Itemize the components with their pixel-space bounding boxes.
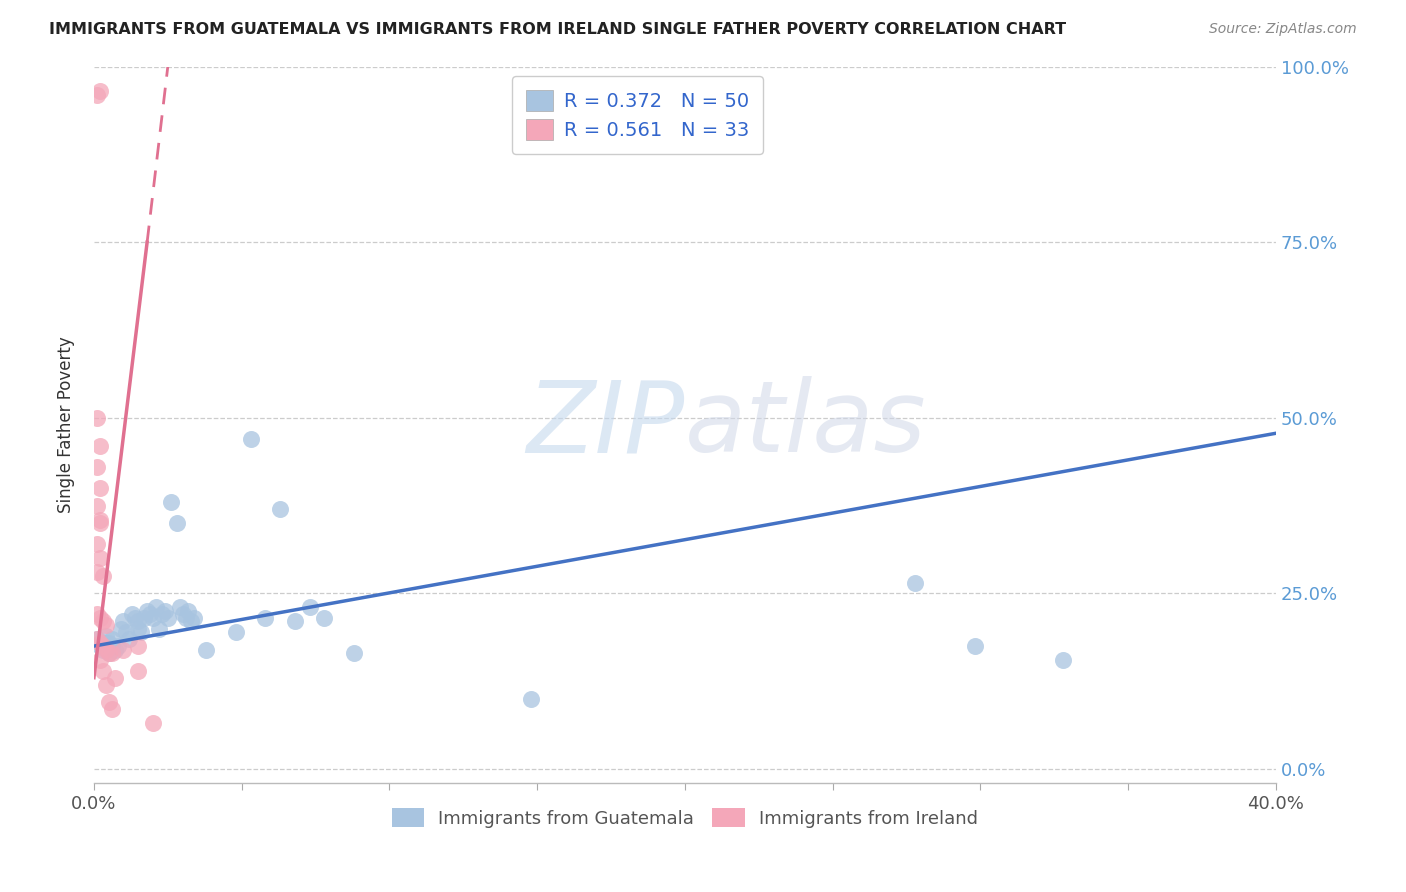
Point	[91, 642, 114, 657]
Point	[97, 646, 120, 660]
Point	[86, 87, 108, 102]
Point	[142, 716, 165, 731]
Point	[298, 600, 321, 615]
Point	[112, 642, 135, 657]
Point	[91, 664, 114, 678]
Point	[129, 625, 152, 640]
Point	[225, 625, 247, 640]
Point	[127, 622, 149, 636]
Point	[91, 615, 114, 629]
Point	[104, 642, 127, 657]
Point	[284, 615, 307, 629]
Text: atlas: atlas	[685, 376, 927, 474]
Point	[86, 499, 108, 513]
Point	[97, 695, 120, 709]
Point	[239, 432, 262, 446]
Point	[100, 646, 122, 660]
Point	[89, 513, 111, 527]
Point	[269, 502, 291, 516]
Point	[118, 632, 141, 646]
Point	[127, 664, 149, 678]
Point	[86, 632, 108, 646]
Legend: Immigrants from Guatemala, Immigrants from Ireland: Immigrants from Guatemala, Immigrants fr…	[384, 801, 986, 835]
Point	[150, 607, 173, 622]
Point	[89, 635, 111, 649]
Y-axis label: Single Father Poverty: Single Father Poverty	[58, 336, 75, 513]
Point	[127, 639, 149, 653]
Text: Source: ZipAtlas.com: Source: ZipAtlas.com	[1209, 22, 1357, 37]
Point	[121, 607, 143, 622]
Point	[97, 646, 120, 660]
Point	[89, 84, 111, 98]
Point	[104, 671, 127, 685]
Text: ZIP: ZIP	[527, 376, 685, 474]
Point	[177, 604, 200, 618]
Point	[107, 639, 129, 653]
Point	[124, 611, 146, 625]
Point	[153, 604, 176, 618]
Point	[89, 481, 111, 495]
Point	[180, 615, 202, 629]
Point	[89, 611, 111, 625]
Point	[520, 691, 543, 706]
Point	[166, 516, 188, 531]
Point	[94, 642, 117, 657]
Point	[94, 618, 117, 632]
Point	[183, 611, 205, 625]
Point	[89, 639, 111, 653]
Point	[86, 410, 108, 425]
Point	[148, 622, 170, 636]
Point	[174, 611, 197, 625]
Point	[94, 635, 117, 649]
Point	[89, 551, 111, 566]
Point	[159, 495, 181, 509]
Point	[91, 639, 114, 653]
Point	[156, 611, 179, 625]
Point	[112, 615, 135, 629]
Point	[904, 575, 927, 590]
Point	[963, 639, 986, 653]
Point	[86, 460, 108, 475]
Point	[100, 639, 122, 653]
Point	[94, 628, 117, 642]
Point	[172, 607, 194, 622]
Point	[142, 611, 165, 625]
Point	[110, 622, 132, 636]
Point	[139, 607, 162, 622]
Point	[169, 600, 191, 615]
Point	[127, 615, 149, 629]
Point	[91, 569, 114, 583]
Point	[134, 611, 156, 625]
Point	[136, 604, 159, 618]
Point	[254, 611, 277, 625]
Point	[86, 566, 108, 580]
Point	[145, 600, 167, 615]
Point	[89, 516, 111, 531]
Point	[94, 678, 117, 692]
Point	[89, 653, 111, 667]
Point	[100, 632, 122, 646]
Point	[86, 537, 108, 551]
Point	[195, 642, 218, 657]
Point	[115, 625, 138, 640]
Point	[1052, 653, 1074, 667]
Point	[89, 439, 111, 453]
Point	[97, 635, 120, 649]
Point	[343, 646, 366, 660]
Point	[314, 611, 336, 625]
Point	[86, 607, 108, 622]
Point	[100, 702, 122, 716]
Point	[86, 632, 108, 646]
Text: IMMIGRANTS FROM GUATEMALA VS IMMIGRANTS FROM IRELAND SINGLE FATHER POVERTY CORRE: IMMIGRANTS FROM GUATEMALA VS IMMIGRANTS …	[49, 22, 1066, 37]
